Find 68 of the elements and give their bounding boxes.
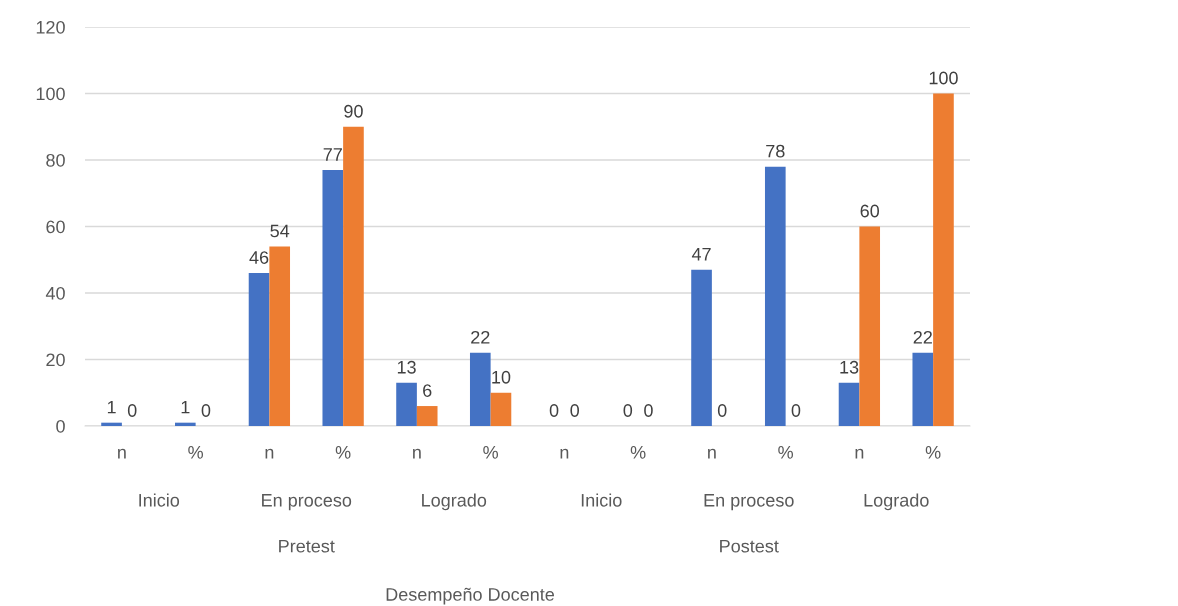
bar xyxy=(101,422,122,426)
bar xyxy=(859,226,881,426)
text: Desempeño Docente xyxy=(386,587,555,605)
data-label: 46 xyxy=(249,251,269,264)
bar xyxy=(490,392,512,426)
x-tick-label: % xyxy=(483,446,499,459)
data-label: 0 xyxy=(791,404,801,417)
x-tick-label: % xyxy=(925,446,941,459)
y-tick-label: 20 xyxy=(46,353,65,367)
data-label: 47 xyxy=(691,248,711,261)
data-label: 100 xyxy=(929,71,958,85)
bar xyxy=(174,422,196,426)
bar xyxy=(396,382,417,426)
bar xyxy=(469,352,491,426)
data-label: 6 xyxy=(423,384,432,397)
x-tick-label: % xyxy=(630,446,646,459)
data-label: 0 xyxy=(201,404,211,417)
x-tick-label: n xyxy=(708,448,716,459)
bar xyxy=(912,352,934,426)
bar xyxy=(248,273,270,426)
data-label: 90 xyxy=(344,104,363,118)
text: Logrado xyxy=(422,493,487,511)
data-label: 10 xyxy=(492,370,511,384)
x-tick-label: n xyxy=(413,448,421,459)
bar xyxy=(764,166,786,426)
text: Inicio xyxy=(139,493,180,507)
y-tick-label: 40 xyxy=(45,286,65,300)
data-label: 0 xyxy=(623,404,633,417)
y-tick-label: 120 xyxy=(36,20,65,34)
data-label: 1 xyxy=(181,400,190,414)
data-label: 78 xyxy=(766,144,785,158)
data-label: 1 xyxy=(107,400,116,414)
x-tick-label: n xyxy=(560,448,569,459)
data-label: 0 xyxy=(549,404,559,417)
text: Pretest xyxy=(279,539,335,553)
y-tick-label: 60 xyxy=(46,220,65,234)
x-tick-label: % xyxy=(188,446,204,459)
x-tick-label: n xyxy=(118,448,126,459)
data-label: 0 xyxy=(717,404,727,417)
data-label: 54 xyxy=(270,224,290,238)
x-tick-label: n xyxy=(265,448,274,459)
data-label: 77 xyxy=(323,148,342,161)
data-label: 13 xyxy=(840,360,859,374)
text: Inicio xyxy=(581,493,622,507)
bar xyxy=(691,269,712,426)
bar xyxy=(838,382,860,426)
data-label: 0 xyxy=(570,404,580,417)
text: En proceso xyxy=(704,494,794,511)
text: Logrado xyxy=(864,493,929,511)
bar xyxy=(322,169,344,426)
y-tick-label: 100 xyxy=(36,87,65,101)
data-label: 22 xyxy=(913,330,932,344)
data-label: 22 xyxy=(471,330,490,344)
data-label: 0 xyxy=(644,404,653,417)
bar xyxy=(343,126,364,426)
data-label: 60 xyxy=(860,204,880,218)
text: En proceso xyxy=(262,494,352,511)
bar xyxy=(933,93,954,426)
y-tick-label: 80 xyxy=(46,153,65,167)
y-tick-label: 0 xyxy=(56,419,65,433)
bar xyxy=(416,406,438,426)
data-label: 0 xyxy=(127,404,137,417)
text: Postest xyxy=(720,539,779,553)
x-tick-label: n xyxy=(855,448,864,459)
x-tick-label: % xyxy=(335,446,351,459)
data-label: 13 xyxy=(397,360,416,374)
bar xyxy=(269,246,291,426)
x-tick-label: % xyxy=(778,446,794,459)
